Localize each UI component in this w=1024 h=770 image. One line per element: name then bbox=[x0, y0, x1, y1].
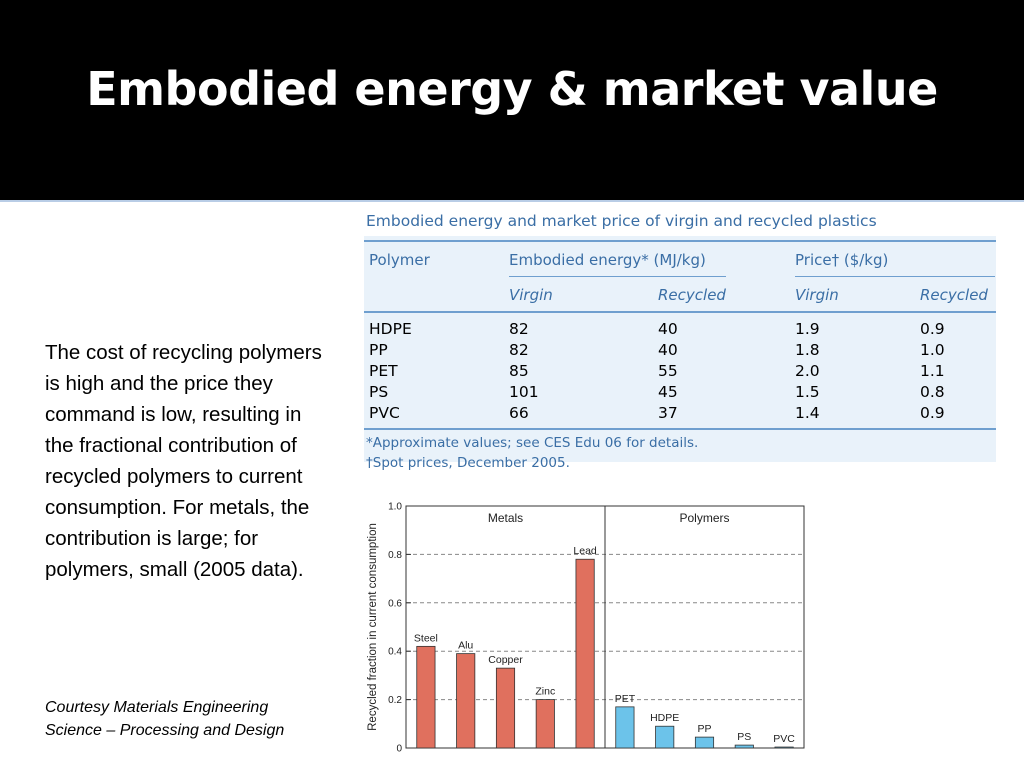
courtesy-text: Courtesy Materials Engineering Science –… bbox=[45, 699, 285, 739]
sub-price-recycled: Recycled bbox=[920, 286, 988, 304]
table-bottom-rule bbox=[364, 428, 996, 430]
bar-label: PS bbox=[737, 731, 751, 743]
bar-label: PP bbox=[697, 723, 711, 735]
cell-energy-recycled: 40 bbox=[658, 341, 678, 359]
table-top-rule bbox=[364, 240, 996, 242]
y-tick-label: 0.4 bbox=[388, 647, 402, 658]
bar-label: HDPE bbox=[650, 712, 679, 724]
bar bbox=[495, 667, 516, 749]
y-tick-label: 1.0 bbox=[388, 502, 402, 513]
bar bbox=[655, 725, 675, 749]
y-tick-label: 0.6 bbox=[388, 598, 402, 609]
cell-energy-virgin: 82 bbox=[509, 341, 529, 359]
cell-price-recycled: 0.9 bbox=[920, 404, 945, 422]
slide-title: Embodied energy & market value bbox=[86, 62, 938, 116]
cell-energy-recycled: 40 bbox=[658, 320, 678, 338]
bar bbox=[456, 653, 476, 749]
cell-energy-recycled: 55 bbox=[658, 362, 678, 380]
y-tick-label: 0.8 bbox=[388, 550, 402, 561]
slide-header: Embodied energy & market value bbox=[0, 0, 1024, 200]
bar bbox=[615, 706, 635, 749]
bar bbox=[416, 645, 436, 749]
y-axis-label: Recycled fraction in current consumption bbox=[367, 523, 379, 731]
bar bbox=[734, 744, 754, 749]
cell-polymer: HDPE bbox=[369, 320, 412, 338]
cell-energy-virgin: 85 bbox=[509, 362, 529, 380]
cell-price-recycled: 0.9 bbox=[920, 320, 945, 338]
y-tick-label: 0.2 bbox=[388, 695, 402, 706]
header-embodied-energy: Embodied energy* (MJ/kg) bbox=[509, 251, 706, 269]
table-footnote-spot: †Spot prices, December 2005. bbox=[366, 455, 570, 471]
cell-price-virgin: 1.5 bbox=[795, 383, 820, 401]
bar-label: Alu bbox=[458, 640, 473, 652]
slide-content: The cost of recycling polymers is high a… bbox=[0, 200, 1024, 770]
cell-energy-recycled: 45 bbox=[658, 383, 678, 401]
bar-label: Lead bbox=[573, 545, 597, 557]
cell-energy-recycled: 37 bbox=[658, 404, 678, 422]
energy-group-rule bbox=[509, 276, 726, 277]
bar-label: PVC bbox=[773, 733, 795, 745]
sub-energy-virgin: Virgin bbox=[509, 286, 553, 304]
price-group-rule bbox=[795, 276, 995, 277]
cell-polymer: PET bbox=[369, 362, 398, 380]
table-header-rule bbox=[364, 311, 996, 313]
bar-label: Zinc bbox=[535, 686, 555, 698]
cell-energy-virgin: 66 bbox=[509, 404, 529, 422]
cell-price-virgin: 1.9 bbox=[795, 320, 820, 338]
recycled-fraction-chart: 0 0.2 0.4 0.6 0.8 1.0 Recycled fraction in cur… bbox=[367, 502, 805, 755]
cell-price-virgin: 1.8 bbox=[795, 341, 820, 359]
group-label: Polymers bbox=[679, 511, 729, 525]
table-footnote-approx: *Approximate values; see CES Edu 06 for … bbox=[366, 435, 699, 451]
header-polymer: Polymer bbox=[369, 251, 430, 269]
table-panel bbox=[364, 236, 996, 462]
bar bbox=[694, 736, 715, 749]
cell-price-recycled: 0.8 bbox=[920, 383, 945, 401]
bar bbox=[535, 699, 555, 749]
cell-price-virgin: 2.0 bbox=[795, 362, 820, 380]
bar bbox=[774, 746, 794, 749]
cell-polymer: PVC bbox=[369, 404, 400, 422]
cell-price-virgin: 1.4 bbox=[795, 404, 820, 422]
sub-energy-recycled: Recycled bbox=[658, 286, 726, 304]
bar-label: Steel bbox=[414, 632, 438, 644]
sub-price-virgin: Virgin bbox=[795, 286, 839, 304]
cell-polymer: PP bbox=[369, 341, 388, 359]
cell-energy-virgin: 82 bbox=[509, 320, 529, 338]
description-text: The cost of recycling polymers is high a… bbox=[45, 341, 322, 581]
cell-polymer: PS bbox=[369, 383, 389, 401]
cell-price-recycled: 1.1 bbox=[920, 362, 945, 380]
table-title: Embodied energy and market price of virg… bbox=[366, 212, 877, 230]
y-tick-label: 0 bbox=[396, 744, 402, 755]
bar-label: Copper bbox=[488, 654, 523, 666]
cell-energy-virgin: 101 bbox=[509, 383, 539, 401]
bar bbox=[575, 558, 595, 749]
cell-price-recycled: 1.0 bbox=[920, 341, 945, 359]
bar-label: PET bbox=[615, 693, 636, 705]
group-label: Metals bbox=[488, 511, 523, 525]
header-price: Price† ($/kg) bbox=[795, 251, 889, 269]
